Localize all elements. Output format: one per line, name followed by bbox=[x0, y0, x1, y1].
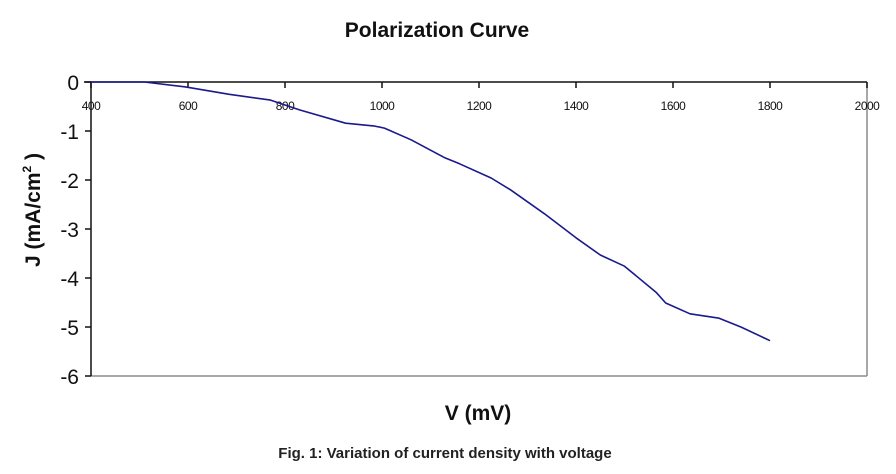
y-axis-label: J (mA/cm2 ) bbox=[20, 153, 45, 267]
y-tick-label: -2 bbox=[60, 170, 79, 193]
x-tick-label: 2000 bbox=[855, 99, 881, 113]
x-tick-label: 1200 bbox=[467, 99, 493, 113]
series-line-j bbox=[91, 81, 771, 342]
x-tick-label: 400 bbox=[82, 99, 101, 113]
y-tick-label: -1 bbox=[60, 121, 79, 144]
figure-caption: Fig. 1: Variation of current density wit… bbox=[278, 445, 611, 462]
series-group bbox=[91, 81, 771, 342]
y-ticks: 0 -1 -2 -3 -4 -5 -6 bbox=[60, 72, 91, 389]
y-axis-label-main: J (mA/cm bbox=[22, 172, 45, 267]
x-tick-label: 1400 bbox=[564, 99, 590, 113]
x-tick-label: 600 bbox=[179, 99, 198, 113]
y-tick-label: -5 bbox=[60, 317, 79, 340]
x-tick-label: 1600 bbox=[661, 99, 687, 113]
x-tick-label: 1800 bbox=[758, 99, 784, 113]
y-tick-label: -6 bbox=[60, 366, 79, 389]
x-axis-label: V (mV) bbox=[445, 402, 512, 425]
x-tick-label: 1000 bbox=[370, 99, 396, 113]
x-ticks: 400 600 800 1000 1200 1400 1600 1800 2000 bbox=[82, 82, 881, 113]
y-axis-label-suffix: ) bbox=[22, 153, 45, 166]
y-axis-label-superscript: 2 bbox=[20, 165, 34, 172]
y-tick-label: -4 bbox=[60, 268, 79, 291]
y-tick-label: -3 bbox=[60, 219, 79, 242]
y-tick-label: 0 bbox=[67, 72, 79, 95]
chart-title: Polarization Curve bbox=[345, 19, 529, 42]
x-tick-label: 800 bbox=[276, 99, 295, 113]
